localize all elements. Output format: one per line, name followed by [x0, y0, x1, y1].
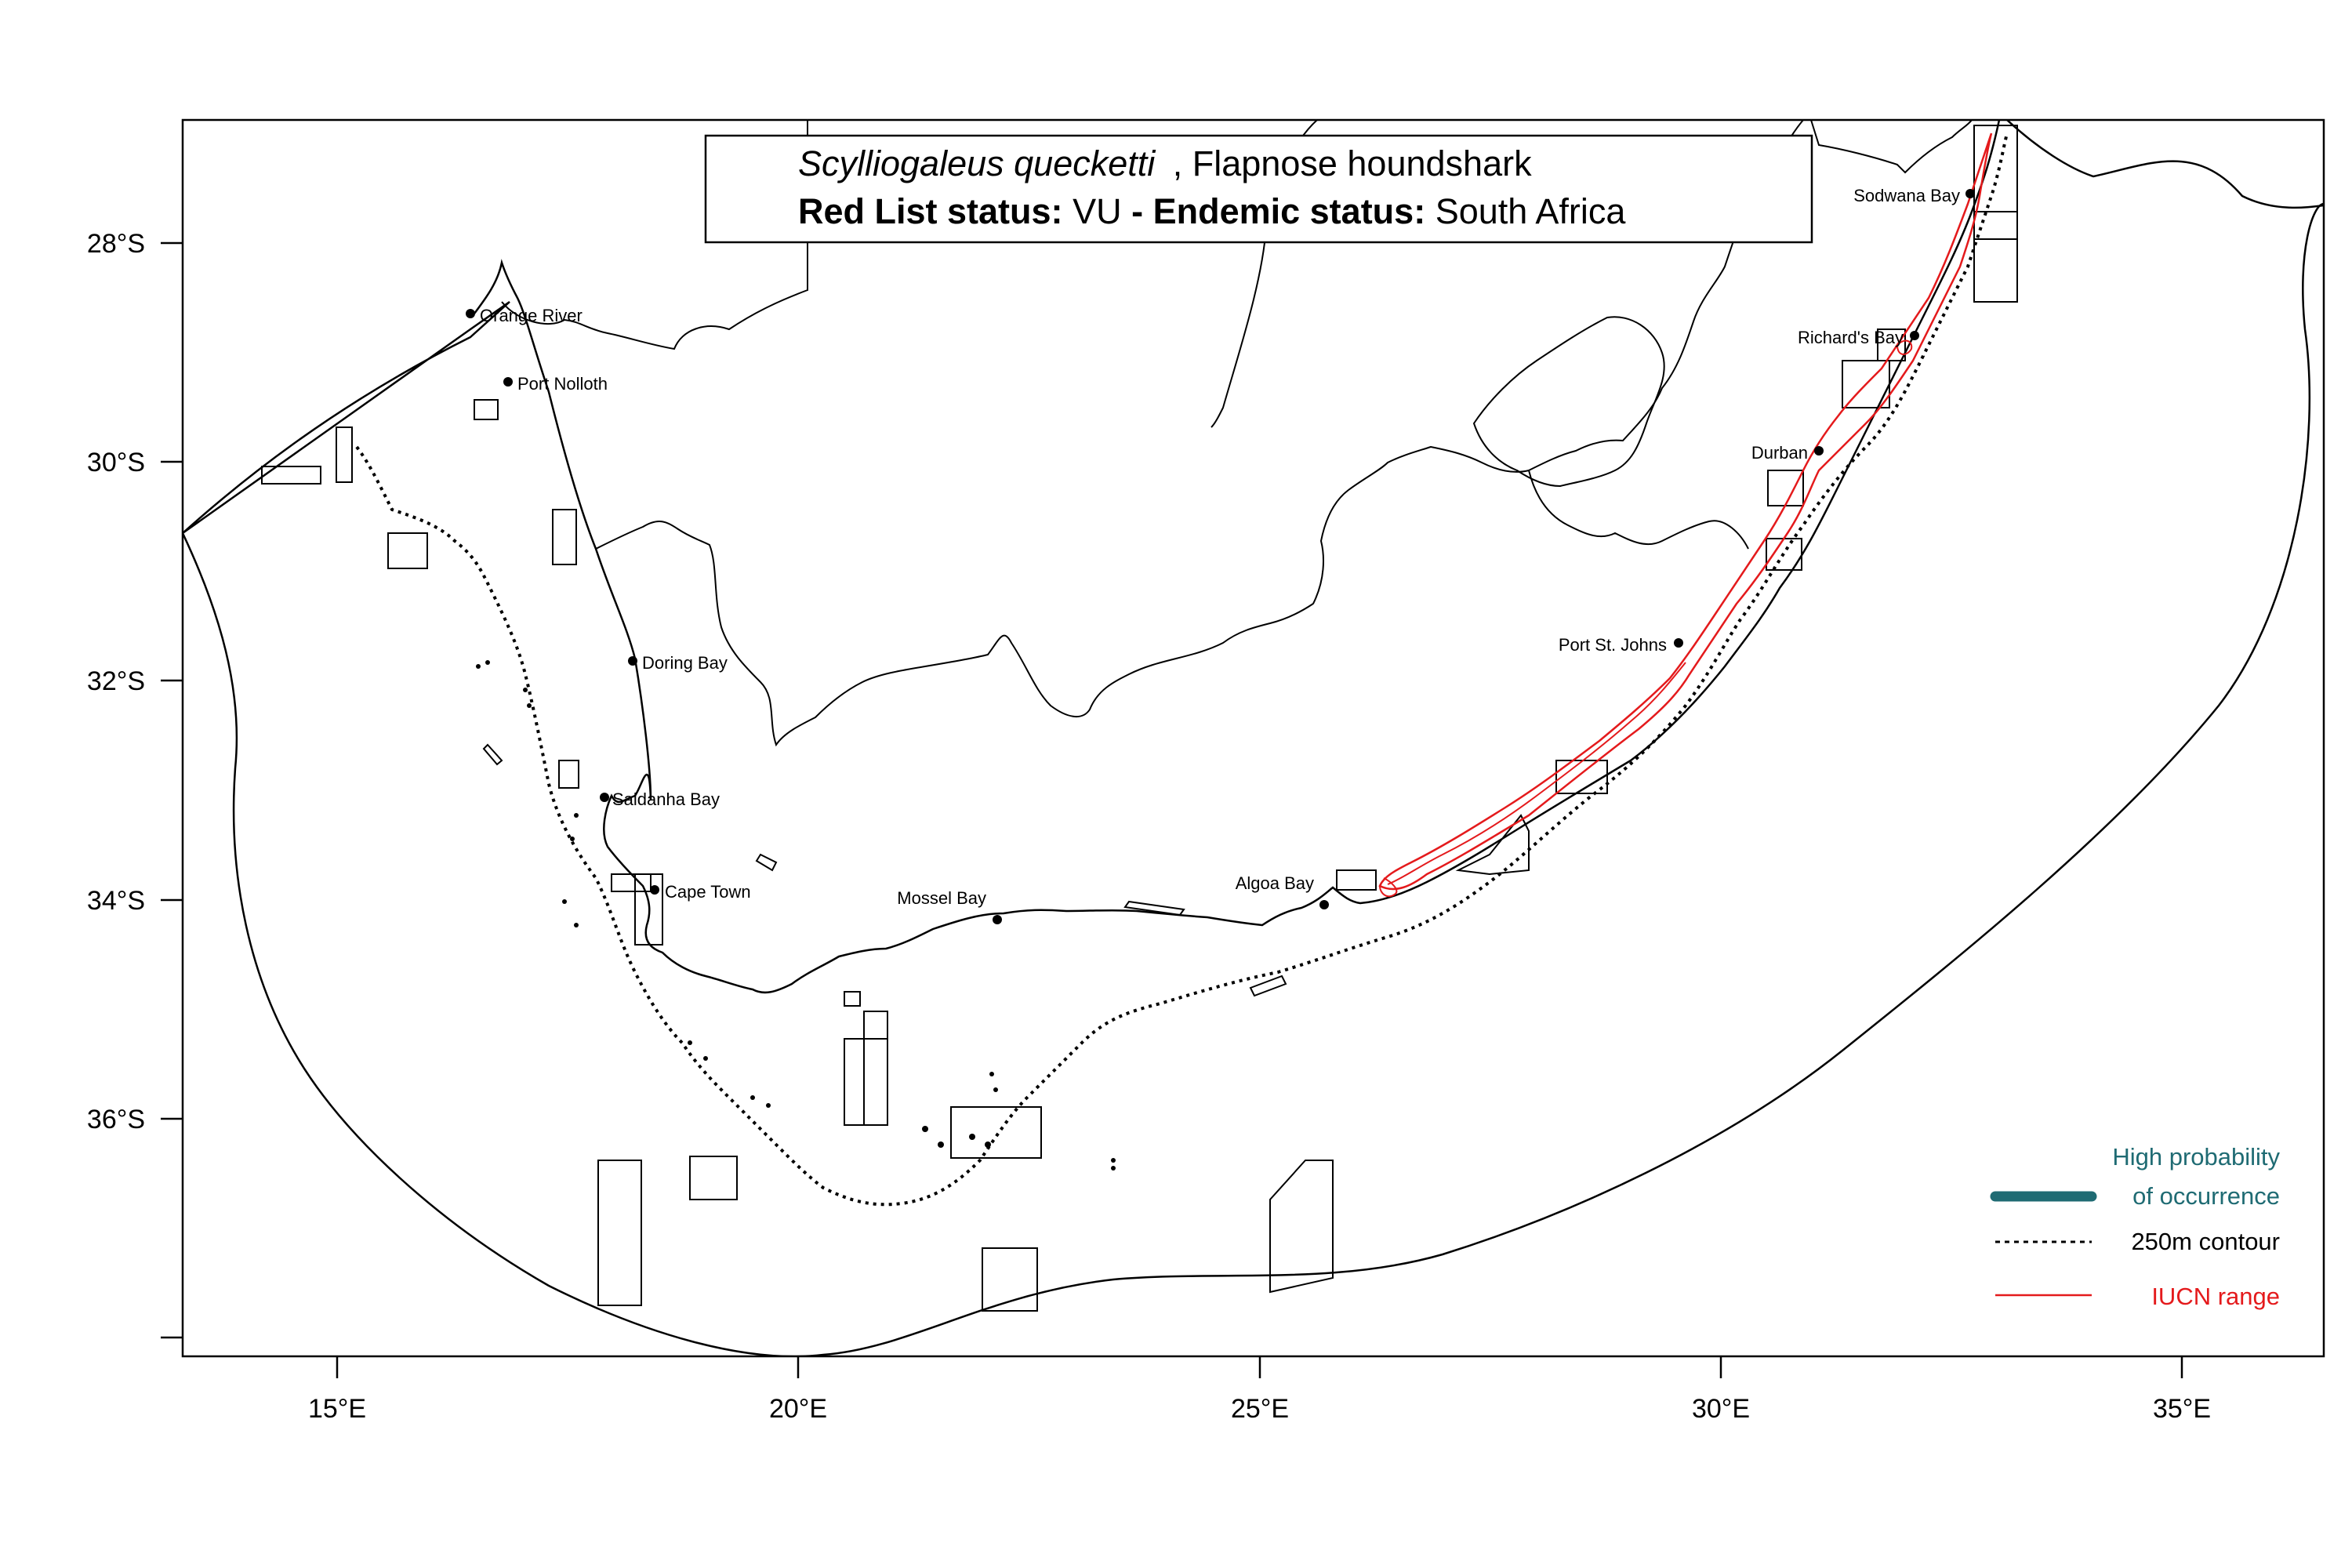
iucn-range-inner — [1387, 662, 1686, 885]
place-dot — [600, 793, 609, 802]
place-label: Orange River — [480, 306, 583, 325]
eez-boundary — [183, 202, 2324, 1356]
plot-frame — [181, 118, 2325, 1358]
species-common-name: , Flapnose houndshark — [1173, 143, 1532, 183]
endemic-label: Endemic status: — [1153, 191, 1426, 231]
endemic-value: South Africa — [1436, 191, 1627, 231]
redlist-label: Red List status: — [798, 191, 1063, 231]
place-dot — [503, 377, 513, 387]
coastline — [473, 120, 2001, 994]
place-dot — [650, 885, 659, 895]
iucn-range — [1378, 132, 1993, 891]
place-dot — [466, 309, 475, 318]
legend: High probability of occurrence 250m cont… — [1990, 1143, 2280, 1310]
place-dot — [1965, 189, 1975, 198]
title-box: Scylliogaleus quecketti , Flapnose hound… — [704, 134, 1813, 244]
place-dot — [1674, 638, 1683, 648]
svg-text:Scylliogaleus quecketti: Scylliogaleus quecketti , Flapnose hound… — [798, 143, 1532, 183]
province-borders — [501, 120, 1804, 747]
species-scientific-name: Scylliogaleus quecketti — [798, 143, 1156, 183]
place-dot — [1910, 331, 1919, 340]
place-markers: Orange River Port Nolloth Doring Bay Saldan… — [466, 186, 1975, 924]
legend-iucn-label: IUCN range — [2151, 1283, 2280, 1310]
y-tick-label: 30°S — [87, 448, 145, 477]
contour-fragments — [476, 660, 1116, 1171]
iucn-loop-south — [1379, 877, 1398, 898]
legend-high-prob-line2: of occurrence — [2132, 1182, 2280, 1210]
place-label: Algoa Bay — [1236, 873, 1314, 893]
place-label: Port Nolloth — [517, 374, 608, 394]
x-tick-label: 35°E — [2153, 1394, 2211, 1424]
title-separator: - — [1131, 191, 1153, 231]
place-label: Richard's Bay — [1798, 328, 1904, 347]
iucn-loop-north — [1896, 339, 1913, 355]
y-tick-label: 28°S — [87, 229, 145, 259]
svg-text:Red List status: VU: Red List status: VU - Endemic status: So… — [798, 191, 1626, 231]
y-tick-label: 36°S — [87, 1105, 145, 1134]
place-label: Durban — [1751, 443, 1808, 463]
y-tick-label: 34°S — [87, 886, 145, 916]
place-label: Saldanha Bay — [612, 789, 720, 809]
x-tick-label: 30°E — [1692, 1394, 1750, 1424]
x-tick-label: 20°E — [769, 1394, 827, 1424]
border-north-east — [1810, 120, 1973, 174]
y-tick-label: 32°S — [87, 666, 145, 696]
lesotho-border — [1472, 316, 1665, 488]
legend-high-prob-line1: High probability — [2112, 1143, 2280, 1171]
place-label: Port St. Johns — [1559, 635, 1667, 655]
x-axis: 15°E 20°E 25°E 30°E 35°E — [308, 1356, 2211, 1424]
place-dot — [1814, 446, 1824, 456]
place-dot — [993, 915, 1002, 924]
x-tick-label: 25°E — [1231, 1394, 1289, 1424]
legend-contour-label: 250m contour — [2131, 1228, 2280, 1255]
place-dot — [1319, 900, 1329, 909]
place-dot — [628, 656, 637, 666]
protected-areas — [261, 125, 2018, 1312]
redlist-value: VU — [1073, 191, 1122, 231]
x-tick-label: 15°E — [308, 1394, 366, 1424]
place-label: Sodwana Bay — [1853, 186, 1960, 205]
place-label: Mossel Bay — [897, 888, 986, 908]
eez-northeast — [2006, 120, 2324, 209]
contour-250m — [355, 132, 2009, 1207]
place-label: Doring Bay — [642, 653, 728, 673]
y-axis: 28°S 30°S 32°S 34°S 36°S — [87, 229, 183, 1339]
place-label: Cape Town — [665, 882, 751, 902]
